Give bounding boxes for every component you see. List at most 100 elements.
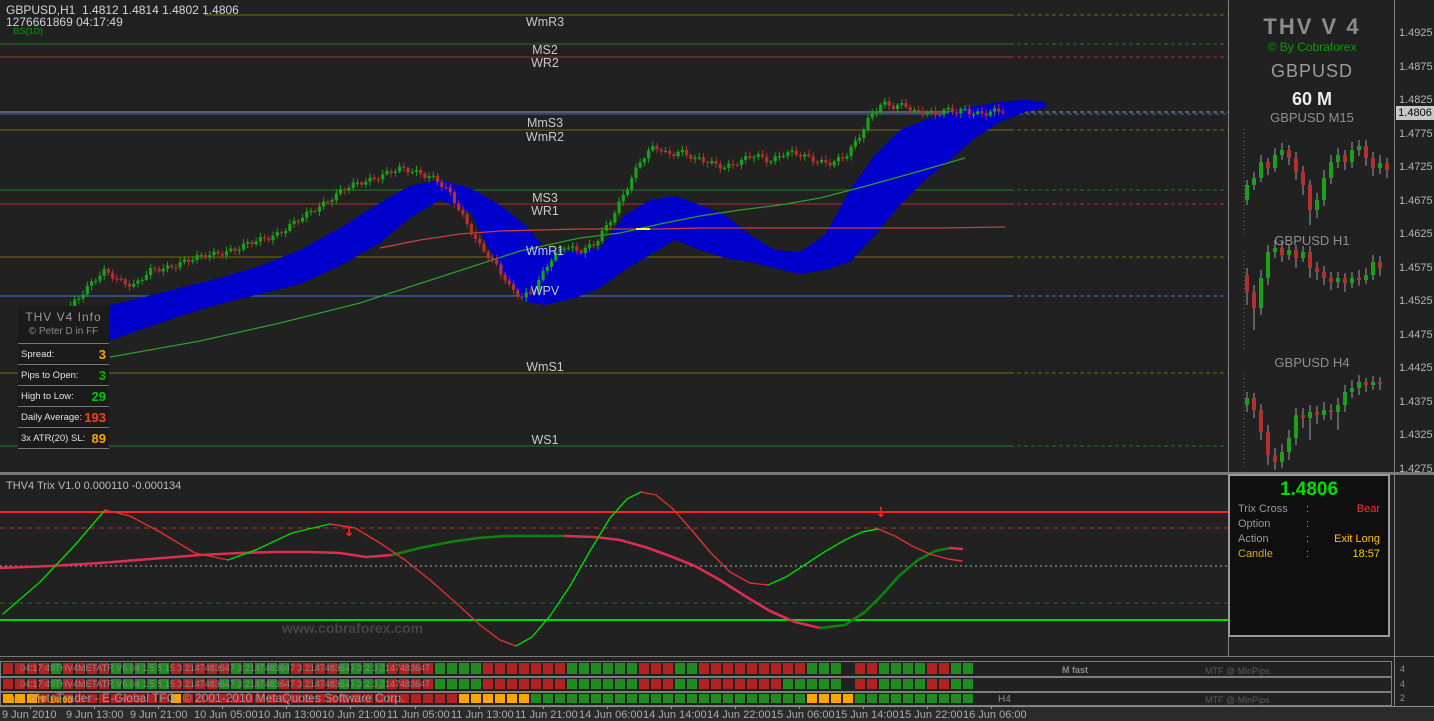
pane-separator-trix-hist[interactable] — [0, 656, 1434, 657]
time-axis-tick — [30, 706, 31, 709]
price-scale-tick: 1.4825 — [1399, 94, 1433, 106]
price-scale-tick: 1.4575 — [1399, 262, 1433, 274]
price-scale-tick: 1.4775 — [1399, 128, 1433, 140]
svg-text:GBPUSD M15: GBPUSD M15 — [1270, 110, 1354, 125]
price-scale-tick: 1.4625 — [1399, 228, 1433, 240]
time-axis-label: 14 Jun 14:00 — [643, 709, 707, 721]
time-axis-tick — [799, 706, 800, 709]
time-axis-tick — [94, 706, 95, 709]
trix-info-box: 1.4806 Trix Cross: Bear Option: Action: … — [1228, 474, 1390, 637]
time-axis-label: 10 Jun 13:00 — [258, 709, 322, 721]
time-axis-label: 11 Jun 13:00 — [451, 709, 514, 721]
price-scale-tick: 1.4925 — [1399, 27, 1433, 39]
time-axis-tick — [671, 706, 672, 709]
trix-indicator-canvas[interactable]: ↓↓ — [0, 477, 1230, 656]
svg-text:WPV: WPV — [531, 284, 560, 298]
trix-box-row-option: Option: — [1238, 517, 1310, 530]
info-row-atr-sl: 3x ATR(20) SL: 89 — [18, 427, 109, 448]
time-axis-tick — [350, 706, 351, 709]
svg-text:MS3: MS3 — [532, 191, 558, 205]
svg-text:WR2: WR2 — [531, 56, 559, 70]
sidebar-byline: © By Cobraforex — [1267, 40, 1357, 54]
info-panel-title: THV V4 Info — [25, 310, 102, 324]
price-scale-tick: 1.4875 — [1399, 61, 1433, 73]
mini-charts-canvas[interactable]: GBPUSD M15 GBPUSD H1 GBPUSD H4 — [1230, 0, 1394, 472]
info-row-high-to-low: High to Low: 29 — [18, 385, 109, 406]
hist-row3-value: 2 — [1400, 693, 1406, 703]
trix-box-row-action: Action: Exit Long — [1238, 532, 1380, 545]
mtf-histogram-canvas[interactable] — [0, 656, 1394, 706]
time-axis-label: 16 Jun 06:00 — [963, 709, 1027, 721]
price-scale-tick: 1.4425 — [1399, 362, 1433, 374]
pane-separator-main-trix[interactable] — [0, 472, 1434, 475]
hist-row3-label: H4 — [998, 694, 1011, 705]
hist-row1-overlay: 04:17:49THV4METATR V6 04 1 5 5 15 3 2147… — [20, 663, 431, 673]
time-axis-tick — [415, 706, 416, 709]
hist-row3-mtf-label: MTF @ MinPips — [1205, 695, 1270, 705]
chart-ohlc-header: GBPUSD,H1 1.4812 1.4814 1.4802 1.4806 — [6, 3, 239, 17]
info-row-spread: Spread: 3 — [18, 343, 109, 364]
price-scale-tick: 1.4475 — [1399, 329, 1433, 341]
price-scale-tick: 1.4375 — [1399, 396, 1433, 408]
info-row-daily-average: Daily Average: 193 — [18, 406, 109, 427]
time-axis-label: 15 Jun 06:00 — [771, 709, 835, 721]
trix-box-row-candle: Candle: 18:57 — [1238, 547, 1380, 560]
hist-row2-overlay: 04:17:49THV4METATR V6 04 1 5 5 15 3 2147… — [20, 679, 431, 689]
trix-box-price: 1.4806 — [1279, 479, 1339, 500]
sidebar-title: THV V 4 — [1263, 14, 1361, 39]
sidebar-timeframe: 60 M — [1291, 89, 1333, 109]
metatrader-watermark: MetaTrader - E-Global TFG, © 2001-2010 M… — [30, 691, 405, 705]
trix-scale[interactable]: 0.00221-0.002300.00130.00090.0000-0.0009… — [1394, 477, 1434, 656]
svg-text:WmS1: WmS1 — [526, 360, 564, 374]
price-scale-tick: 1.4675 — [1399, 195, 1433, 207]
time-axis-label: 15 Jun 14:00 — [835, 709, 899, 721]
time-axis-tick — [286, 706, 287, 709]
price-scale[interactable]: 1.4925 1.4875 1.4825 1.4775 1.4725 1.4675 1.46… — [1394, 0, 1434, 475]
time-axis-label: 11 Jun 05:00 — [387, 709, 450, 721]
svg-text:WmR1: WmR1 — [526, 244, 564, 258]
info-panel-byline: © Peter D in FF — [28, 326, 99, 337]
hist-row2-value: 4 — [1400, 679, 1406, 689]
time-axis-label: 9 Jun 21:00 — [130, 709, 188, 721]
indicator-tag: BS(1D) — [13, 26, 44, 36]
price-scale-tick: 1.4525 — [1399, 295, 1433, 307]
svg-text:↓: ↓ — [875, 505, 887, 521]
hist-row1-value: 4 — [1400, 664, 1406, 674]
svg-text:WR1: WR1 — [531, 204, 559, 218]
sidebar-symbol: GBPUSD — [1270, 61, 1354, 81]
time-axis-label: 14 Jun 06:00 — [579, 709, 643, 721]
time-axis-tick — [222, 706, 223, 709]
svg-text:GBPUSD H4: GBPUSD H4 — [1274, 355, 1349, 370]
svg-text:GBPUSD H1: GBPUSD H1 — [1274, 233, 1349, 248]
svg-text:↓: ↓ — [343, 524, 355, 540]
svg-text:WS1: WS1 — [531, 433, 558, 447]
chart-timestamp: 1276661869 04:17:49 — [6, 15, 123, 29]
trix-box-row-cross: Trix Cross: Bear — [1238, 502, 1380, 515]
time-axis-label: 14 Jun 22:00 — [707, 709, 771, 721]
trix-pane-title: THV4 Trix V1.0 0.000110 -0.000134 — [6, 480, 182, 492]
price-scale-tick: 1.4275 — [1399, 463, 1433, 475]
thv-info-panel: THV V4 Info © Peter D in FF Spread: 3 Pi… — [18, 306, 109, 449]
hist-row1-mtf-label: MTF @ MinPips — [1205, 666, 1270, 676]
time-axis-label: 15 Jun 22:00 — [899, 709, 963, 721]
time-axis-tick — [607, 706, 608, 709]
time-axis-label: 9 Jun 13:00 — [66, 709, 124, 721]
time-axis-tick — [735, 706, 736, 709]
cobraforex-watermark: www.cobraforex.com — [282, 620, 424, 636]
time-axis[interactable]: 9 Jun 2010 9 Jun 13:00 9 Jun 21:00 10 Jun 0… — [0, 706, 1434, 721]
price-scale-tick: 1.4325 — [1399, 429, 1433, 441]
time-axis-tick — [927, 706, 928, 709]
time-axis-tick — [479, 706, 480, 709]
hist-row1-label: M fast — [1062, 665, 1089, 675]
chart-right-border — [1228, 0, 1229, 656]
svg-text:WmR3: WmR3 — [526, 15, 564, 29]
svg-text:MS2: MS2 — [532, 43, 558, 57]
time-axis-label: 10 Jun 21:00 — [322, 709, 386, 721]
time-axis-label: 11 Jun 21:00 — [515, 709, 578, 721]
svg-text:WmR2: WmR2 — [526, 130, 564, 144]
current-price-label: 1.4806 — [1396, 106, 1434, 120]
scale-left-border — [1394, 0, 1395, 721]
info-row-pips-to-open: Pips to Open: 3 — [18, 364, 109, 385]
